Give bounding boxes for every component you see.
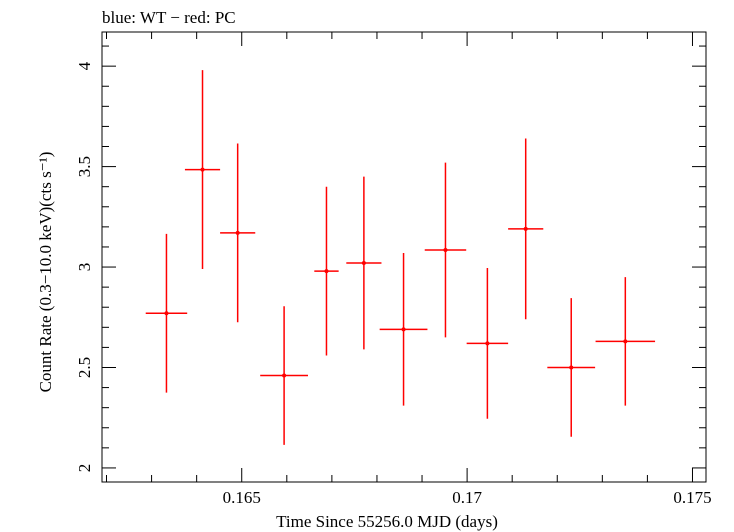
- axis-ticks: [102, 32, 706, 482]
- y-tick-label: 2.5: [75, 357, 94, 378]
- point-marker: [401, 327, 406, 332]
- point-marker: [569, 365, 574, 370]
- data-point: [508, 138, 544, 320]
- data-point: [184, 70, 221, 270]
- y-tick-label: 3: [75, 263, 94, 272]
- data-point: [547, 298, 596, 437]
- data-point: [424, 162, 467, 338]
- data-point: [145, 233, 188, 393]
- point-marker: [485, 341, 490, 346]
- data-point: [379, 252, 428, 406]
- y-tick-label: 2: [75, 464, 94, 473]
- point-marker: [164, 311, 169, 316]
- x-tick-label: 0.17: [452, 488, 482, 507]
- chart-title: blue: WT − red: PC: [102, 8, 236, 27]
- point-marker: [282, 373, 287, 378]
- point-marker: [523, 226, 528, 231]
- point-marker: [443, 247, 448, 252]
- plot-frame: [101, 31, 707, 483]
- y-tick-label: 3.5: [75, 156, 94, 177]
- data-points: [145, 70, 656, 445]
- x-axis-label: Time Since 55256.0 MJD (days): [276, 512, 498, 531]
- point-marker: [235, 230, 240, 235]
- data-point: [346, 176, 382, 350]
- data-point: [466, 268, 509, 419]
- point-marker: [200, 167, 205, 172]
- point-marker: [361, 261, 366, 266]
- point-marker: [324, 269, 329, 274]
- x-tick-label: 0.175: [673, 488, 711, 507]
- point-marker: [623, 339, 628, 344]
- tick-labels: 0.165 0.17 0.175 2 2.5 3 3.5 4: [75, 61, 712, 507]
- y-axis-label: Count Rate (0.3−10.0 keV)(cts s⁻¹): [36, 152, 55, 393]
- y-tick-label: 4: [75, 61, 94, 70]
- data-point: [595, 277, 656, 406]
- data-point: [314, 186, 339, 356]
- x-tick-label: 0.165: [223, 488, 261, 507]
- data-point: [220, 143, 256, 323]
- data-point: [260, 306, 308, 445]
